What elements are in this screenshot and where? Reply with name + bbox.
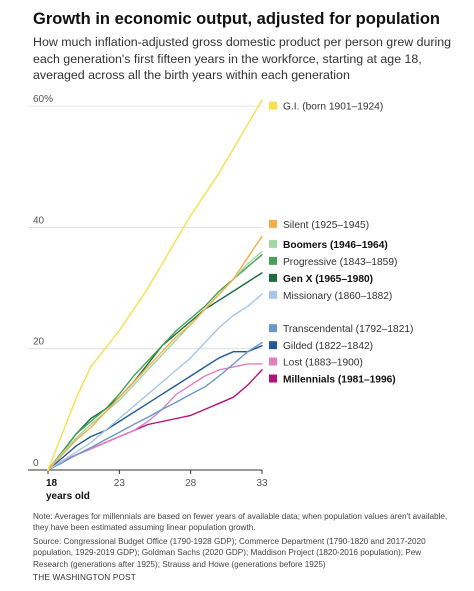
note-text: Note: Averages for millennials are based…: [33, 512, 448, 533]
series-line: [47, 235, 263, 471]
series-label: Transcendental (1792–1821): [283, 324, 413, 335]
series-label: Progressive (1843–1859): [283, 257, 397, 268]
series-line: [47, 369, 263, 471]
chart-subtitle: How much inflation-adjusted gross domest…: [33, 35, 452, 82]
series-line: [47, 345, 263, 471]
x-tick-label: 28: [185, 478, 197, 489]
y-axis: 0 20 40 60%: [33, 94, 53, 469]
y-tick-label: 60%: [33, 94, 53, 105]
series-label: G.I. (born 1901–1924): [283, 102, 383, 113]
series-label: Missionary (1860–1882): [283, 291, 392, 302]
series-line: [47, 99, 263, 471]
series-line: [47, 363, 263, 471]
series-label: Silent (1925–1945): [283, 220, 369, 231]
legend-swatch: [269, 324, 277, 333]
series-lines: [47, 99, 263, 471]
chart-title: Growth in economic output, adjusted for …: [33, 10, 440, 28]
source-text: Source: Congressional Budget Office (179…: [33, 536, 426, 569]
legend-swatch: [269, 273, 277, 282]
series-label: Boomers (1946–1964): [283, 240, 388, 251]
legend-swatch: [269, 101, 277, 110]
series-label: Gilded (1822–1842): [283, 341, 373, 352]
chart-notes: Note: Averages for millennials are based…: [33, 511, 453, 570]
y-tick-label: 0: [33, 458, 39, 469]
series-line: [47, 272, 263, 471]
legend-swatch: [269, 290, 277, 299]
legend-swatch: [269, 219, 277, 228]
grid: [28, 105, 262, 471]
series-line: [47, 341, 263, 471]
x-tick-label: 23: [114, 478, 126, 489]
legend-swatch: [269, 357, 277, 366]
y-tick-label: 20: [33, 337, 45, 348]
series-line: [47, 254, 263, 471]
x-axis-label: years old: [46, 491, 90, 502]
series-line: [47, 293, 263, 471]
credit-text: THE WASHINGTON POST: [33, 573, 136, 582]
x-tick-label: 18: [46, 478, 58, 489]
series-label: Millennials (1981–1996): [283, 375, 396, 386]
legend-swatch: [269, 341, 277, 350]
legend-swatch: [269, 374, 277, 383]
x-tick-label: 33: [256, 478, 268, 489]
legend-swatch: [269, 239, 277, 248]
series-labels: G.I. (born 1901–1924) Silent (1925–1945) B…: [269, 101, 413, 386]
x-axis: 18 23 28 33 years old: [46, 470, 268, 502]
legend-swatch: [269, 256, 277, 265]
line-chart: 0 20 40 60% 18 23 28 33 years old G.I. (born 19…: [28, 94, 413, 502]
series-label: Lost (1883–1900): [283, 358, 363, 369]
series-label: Gen X (1965–1980): [283, 274, 373, 285]
y-tick-label: 40: [33, 215, 45, 226]
